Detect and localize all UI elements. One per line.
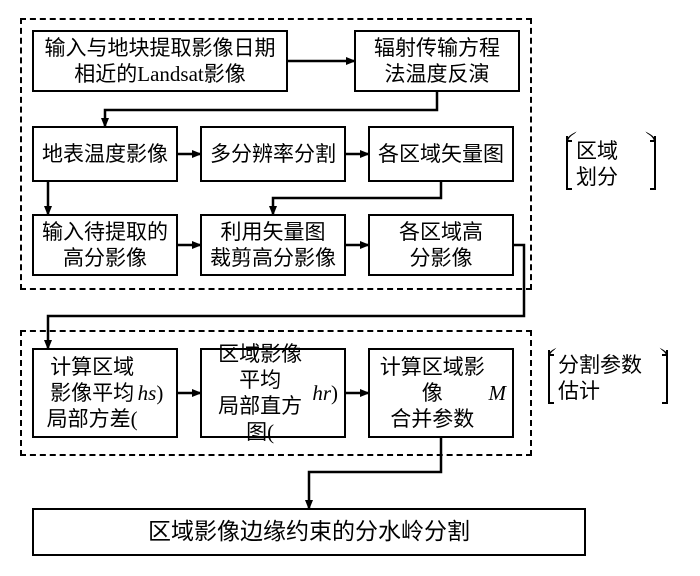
node-n12: 区域影像边缘约束的分水岭分割 — [32, 508, 586, 556]
group-tag-label-g2: 分割参数估计 — [554, 350, 662, 407]
node-n4: 多分辨率分割 — [200, 126, 346, 182]
node-n11: 计算区域影像合并参数M — [368, 348, 514, 438]
node-n8: 各区域高分影像 — [368, 214, 514, 276]
node-n10: 区域影像平均局部直方图(hr) — [200, 348, 346, 438]
node-n2: 辐射传输方程法温度反演 — [354, 30, 520, 92]
node-n5: 各区域矢量图 — [368, 126, 514, 182]
node-n9: 计算区域影像平均局部方差(hs) — [32, 348, 178, 438]
group-tag-label-g1: 区域划分 — [572, 136, 650, 193]
node-n1: 输入与地块提取影像日期相近的Landsat影像 — [32, 30, 288, 92]
node-n6: 输入待提取的高分影像 — [32, 214, 178, 276]
node-n3: 地表温度影像 — [32, 126, 178, 182]
node-n7: 利用矢量图裁剪高分影像 — [200, 214, 346, 276]
